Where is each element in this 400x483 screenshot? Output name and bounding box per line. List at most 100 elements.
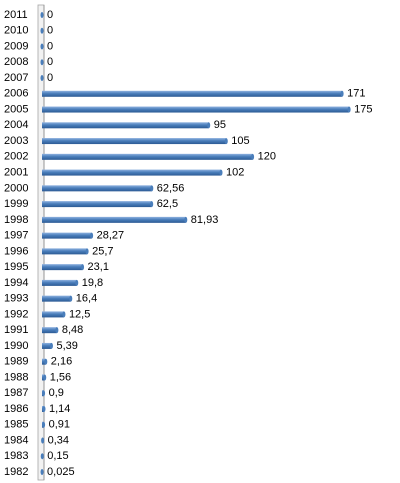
y-tick-label: 2005 xyxy=(4,103,28,115)
bar-cap xyxy=(340,90,344,97)
bar-cap xyxy=(62,311,66,318)
value-label: 102 xyxy=(226,166,244,178)
y-tick-label: 2011 xyxy=(4,9,28,21)
bar xyxy=(42,90,344,97)
value-label: 19,8 xyxy=(82,277,103,289)
bar xyxy=(42,106,351,113)
value-label: 0,9 xyxy=(49,387,64,399)
y-tick-label: 1986 xyxy=(4,403,28,415)
bar xyxy=(42,138,228,145)
bar-cap xyxy=(219,169,223,176)
y-tick-label: 2003 xyxy=(4,135,28,147)
y-tick-label: 1987 xyxy=(4,387,28,399)
bar-cap xyxy=(90,232,94,239)
bar-cap xyxy=(184,216,188,223)
y-tick-label: 2000 xyxy=(4,182,28,194)
bar xyxy=(40,12,44,18)
value-label: 23,1 xyxy=(88,261,109,273)
y-tick-label: 1988 xyxy=(4,371,28,383)
value-label: 0 xyxy=(47,72,53,84)
value-label: 120 xyxy=(258,151,276,163)
y-tick-label: 1982 xyxy=(4,466,28,478)
value-label: 95 xyxy=(214,119,226,131)
bar xyxy=(42,122,211,129)
bar-body xyxy=(42,169,222,176)
bar-cap xyxy=(41,437,45,444)
bar xyxy=(42,358,48,365)
bar-cap xyxy=(207,122,211,129)
bar-body xyxy=(42,201,152,208)
y-tick-label: 2009 xyxy=(4,40,28,52)
value-label: 62,56 xyxy=(157,182,185,194)
bar xyxy=(40,43,44,50)
bar-cap xyxy=(81,264,85,271)
bar-cap xyxy=(251,153,255,160)
bar-cap xyxy=(69,295,73,302)
bar-body xyxy=(42,138,227,145)
bar-body xyxy=(42,232,92,239)
bar xyxy=(42,390,46,397)
value-label: 0 xyxy=(47,25,53,37)
bar-cap xyxy=(40,453,44,460)
bar xyxy=(40,453,44,460)
bar-body xyxy=(42,248,88,255)
bar xyxy=(42,342,53,349)
bar xyxy=(42,185,154,192)
bar-body xyxy=(42,106,350,113)
value-label: 171 xyxy=(347,88,365,100)
bar-cap xyxy=(85,248,89,255)
bar xyxy=(40,75,44,82)
bar-body xyxy=(42,90,343,97)
bar-cap xyxy=(40,12,44,18)
bar xyxy=(42,153,255,160)
y-tick-label: 2008 xyxy=(4,56,28,68)
y-tick-label: 2004 xyxy=(4,119,28,131)
bar-cap xyxy=(224,138,228,145)
bar xyxy=(42,279,79,286)
y-tick-label: 1990 xyxy=(4,340,28,352)
value-label: 0,91 xyxy=(49,419,70,431)
bar xyxy=(42,421,46,428)
bar xyxy=(42,201,154,208)
y-tick-label: 1993 xyxy=(4,293,28,305)
y-tick-label: 1992 xyxy=(4,308,28,320)
bar xyxy=(42,169,223,176)
bar-body xyxy=(42,279,77,286)
value-label: 0,15 xyxy=(47,450,68,462)
value-label: 1,14 xyxy=(49,403,70,415)
y-tick-label: 1983 xyxy=(4,450,28,462)
bar-body xyxy=(42,185,152,192)
bar-cap xyxy=(40,59,44,66)
y-tick-label: 1998 xyxy=(4,214,28,226)
bar-cap xyxy=(42,421,46,428)
value-label: 1,56 xyxy=(50,371,71,383)
value-label: 62,5 xyxy=(157,198,178,210)
y-tick-label: 1991 xyxy=(4,324,28,336)
value-label: 0 xyxy=(47,9,53,21)
bar-cap xyxy=(40,469,44,475)
bar xyxy=(42,216,188,223)
value-label: 0 xyxy=(47,56,53,68)
value-label: 5,39 xyxy=(56,340,77,352)
value-label: 8,48 xyxy=(62,324,83,336)
value-label: 0,025 xyxy=(47,466,75,478)
bar-cap xyxy=(150,201,154,208)
bar-cap xyxy=(49,342,53,349)
y-tick-label: 2002 xyxy=(4,151,28,163)
bar xyxy=(42,295,73,302)
bar-body xyxy=(42,327,57,334)
bar xyxy=(42,405,46,412)
y-tick-label: 1996 xyxy=(4,245,28,257)
bar-cap xyxy=(150,185,154,192)
bar-cap xyxy=(42,390,46,397)
bar xyxy=(41,437,45,444)
value-label: 25,7 xyxy=(92,245,113,257)
y-tick-label: 1984 xyxy=(4,434,28,446)
bar-cap xyxy=(42,405,46,412)
y-tick-label: 1985 xyxy=(4,419,28,431)
value-label: 0,34 xyxy=(48,434,69,446)
bar-cap xyxy=(40,75,44,82)
bar-body xyxy=(42,311,64,318)
bar xyxy=(42,374,47,381)
